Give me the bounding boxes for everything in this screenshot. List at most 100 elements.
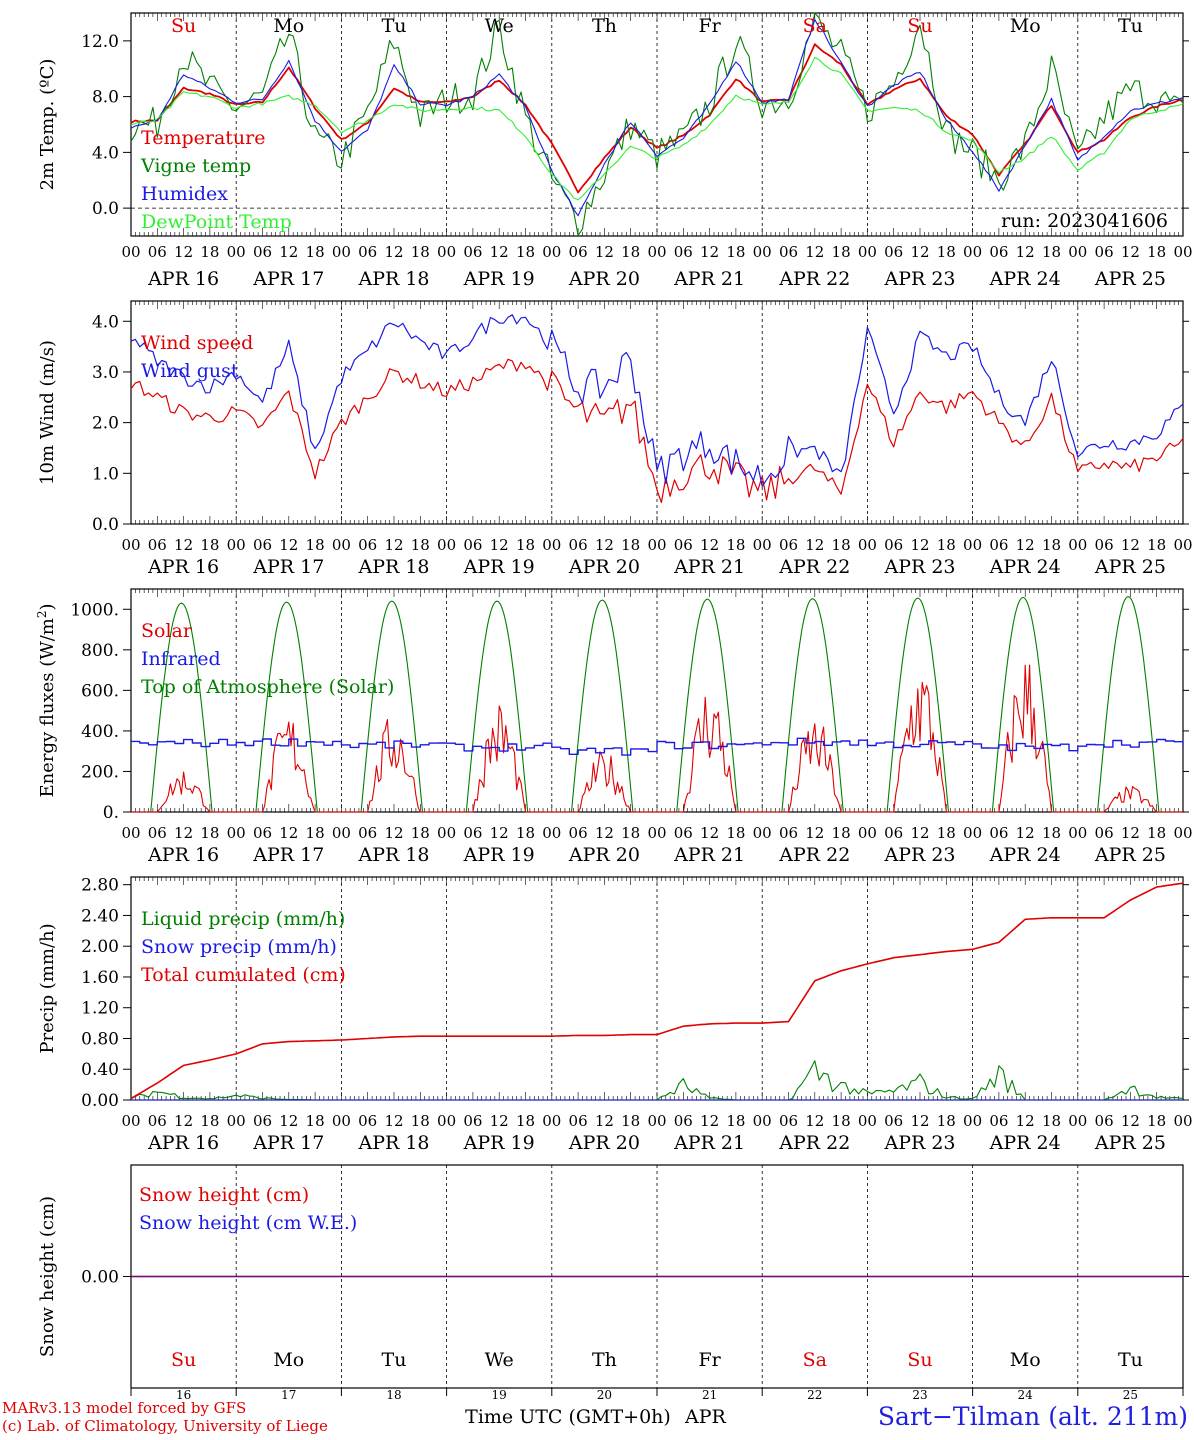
x-hour-label: 06 — [779, 824, 798, 842]
x-hour-label: 18 — [1147, 243, 1166, 261]
x-hour-label: 06 — [779, 536, 798, 554]
x-hour-label: 06 — [1095, 243, 1114, 261]
weekday-label: Su — [171, 1349, 196, 1371]
x-hour-label: 12 — [595, 243, 614, 261]
x-hour-label: 00 — [1173, 243, 1192, 261]
x-hour-label: 00 — [1068, 536, 1087, 554]
series-line-humidex — [130, 19, 1184, 217]
weekday-label: Tu — [382, 1349, 407, 1371]
x-hour-label: 18 — [1042, 243, 1061, 261]
y-tick-label: 1.60 — [81, 968, 119, 988]
plot-frame — [130, 588, 1184, 813]
x-hour-label: 00 — [963, 536, 982, 554]
x-hour-label: 12 — [1121, 243, 1140, 261]
x-hour-label: 12 — [805, 243, 824, 261]
y-tick-label: 2.00 — [81, 937, 119, 957]
x-hour-label: 00 — [858, 243, 877, 261]
y-tick-label: 200. — [81, 762, 119, 782]
legend-entry: Snow height (cm) — [139, 1184, 309, 1206]
x-hour-label: 00 — [1068, 243, 1087, 261]
weekday-label: Fr — [698, 15, 721, 37]
x-hour-label: 00 — [753, 824, 772, 842]
x-hour-label: 06 — [674, 243, 693, 261]
x-hour-label: 06 — [253, 536, 272, 554]
y-tick-label: 2.40 — [81, 906, 119, 926]
x-hour-label: 00 — [1068, 1112, 1087, 1130]
x-hour-label: 00 — [858, 1112, 877, 1130]
x-hour-label: 12 — [910, 536, 929, 554]
x-day-label: APR 20 — [568, 1132, 640, 1154]
x-hour-label: 12 — [700, 824, 719, 842]
legend-entry: Humidex — [141, 183, 228, 205]
x-hour-label: 00 — [963, 1112, 982, 1130]
x-hour-label: 12 — [384, 243, 403, 261]
x-hour-label: 00 — [121, 1112, 140, 1130]
legend-entry: Snow precip (mm/h) — [141, 936, 337, 958]
x-hour-label: 06 — [358, 536, 377, 554]
weekday-label: Su — [171, 15, 196, 37]
x-hour-label: 06 — [463, 1112, 482, 1130]
y-tick-label: 1000. — [70, 600, 119, 620]
legend-entry: Temperature — [141, 127, 265, 149]
y-tick-label: 0.00 — [81, 1091, 119, 1111]
x-hour-label: 18 — [937, 1112, 956, 1130]
x-hour-label: 00 — [647, 824, 666, 842]
x-hour-label: 18 — [1042, 824, 1061, 842]
weekday-label: Fr — [698, 1349, 721, 1371]
y-tick-label: 0. — [103, 803, 119, 823]
x-hour-label: 18 — [516, 824, 535, 842]
x-hour-label: 18 — [937, 243, 956, 261]
weekday-label: Mo — [273, 15, 304, 37]
x-axis-month: APR — [684, 1406, 727, 1428]
weekday-label: Su — [907, 1349, 932, 1371]
x-hour-label: 06 — [779, 243, 798, 261]
x-day-number: 16 — [176, 1388, 191, 1402]
y-axis-label: Energy fluxes (W/m2) — [35, 603, 58, 797]
x-day-label: APR 22 — [778, 556, 850, 578]
x-day-label: APR 19 — [463, 268, 535, 290]
x-day-label: APR 23 — [883, 844, 955, 866]
y-tick-label: 400. — [81, 722, 119, 742]
x-hour-label: 18 — [200, 1112, 219, 1130]
panel-5: 0.00 Snow height (cm) Snow height (cm) Snow… — [37, 1164, 1189, 1428]
x-hour-label: 00 — [858, 536, 877, 554]
x-hour-label: 06 — [569, 824, 588, 842]
x-hour-label: 12 — [700, 536, 719, 554]
x-hour-label: 18 — [200, 536, 219, 554]
weekday-label: We — [485, 15, 514, 37]
legend-entry: DewPoint Temp — [141, 211, 292, 233]
x-hour-label: 06 — [884, 824, 903, 842]
x-hour-label: 18 — [411, 243, 430, 261]
x-hour-label: 18 — [621, 824, 640, 842]
station-title: Sart−Tilman (alt. 211m) — [877, 1402, 1188, 1431]
x-hour-label: 18 — [1147, 536, 1166, 554]
series-line-solar — [131, 664, 1183, 813]
x-hour-label: 00 — [437, 1112, 456, 1130]
x-day-number: 21 — [702, 1388, 717, 1402]
x-hour-label: 12 — [700, 1112, 719, 1130]
x-hour-label: 18 — [1042, 536, 1061, 554]
y-tick-label: 800. — [81, 641, 119, 661]
y-tick-label: 0.0 — [92, 199, 119, 219]
x-hour-label: 12 — [174, 536, 193, 554]
x-hour-label: 12 — [910, 243, 929, 261]
x-hour-label: 00 — [332, 536, 351, 554]
x-hour-label: 12 — [1121, 1112, 1140, 1130]
y-tick-label: 0.00 — [81, 1268, 119, 1288]
x-hour-label: 00 — [963, 243, 982, 261]
x-hour-label: 00 — [437, 243, 456, 261]
x-day-label: APR 21 — [673, 268, 745, 290]
x-hour-label: 12 — [595, 1112, 614, 1130]
x-hour-label: 18 — [937, 536, 956, 554]
x-day-label: APR 16 — [147, 844, 219, 866]
y-axis-label: Precip (mm/h) — [37, 923, 58, 1053]
x-hour-label: 00 — [121, 536, 140, 554]
x-day-number: 19 — [492, 1388, 507, 1402]
x-hour-label: 00 — [753, 536, 772, 554]
weekday-label: Sa — [803, 15, 827, 37]
x-day-label: APR 22 — [778, 1132, 850, 1154]
y-tick-label: 3.0 — [92, 363, 119, 383]
x-hour-label: 18 — [832, 824, 851, 842]
x-hour-label: 12 — [384, 1112, 403, 1130]
x-hour-label: 00 — [1173, 1112, 1192, 1130]
